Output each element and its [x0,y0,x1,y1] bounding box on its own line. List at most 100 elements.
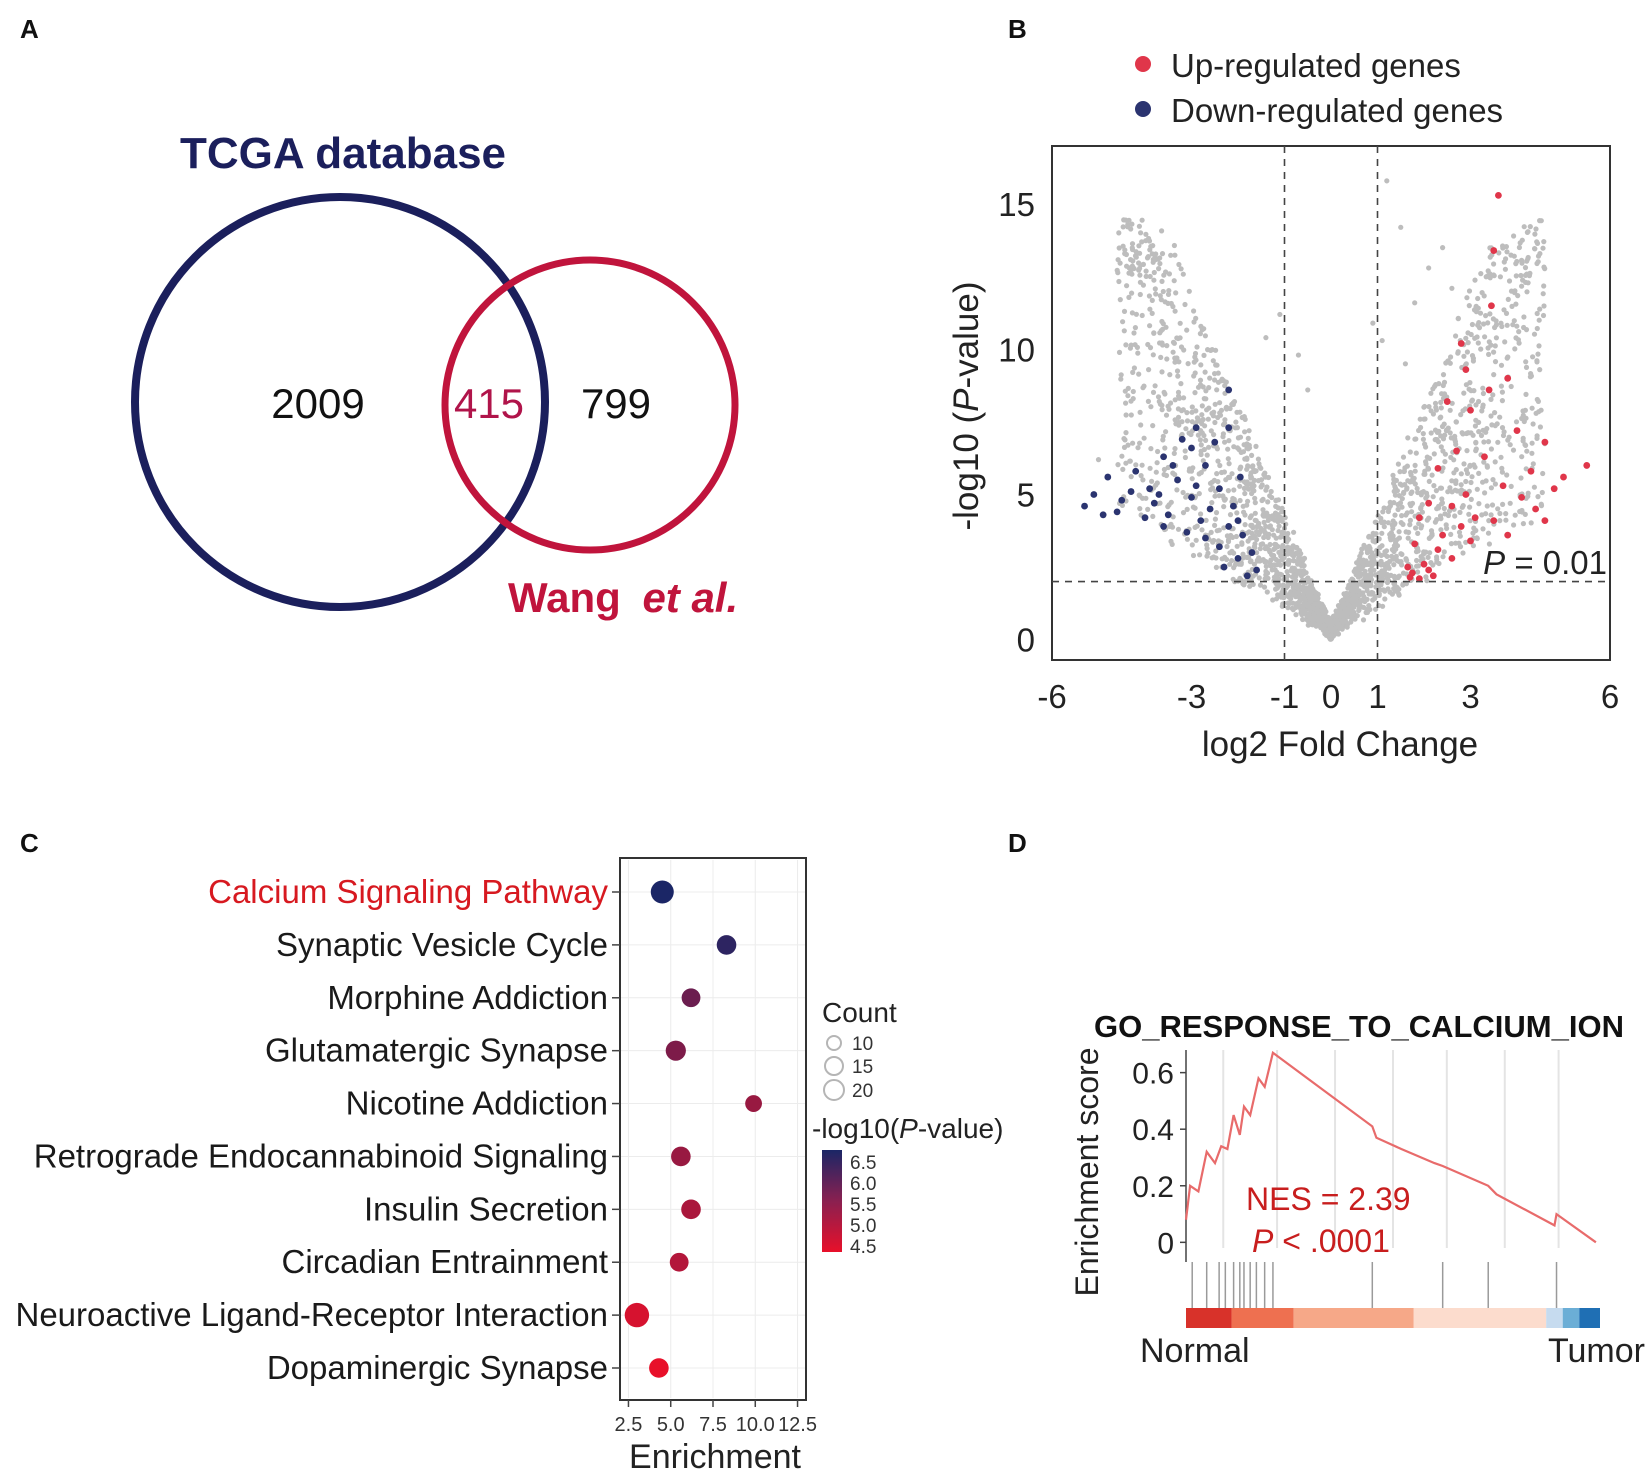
volcano-ns-point [1364,584,1370,590]
volcano-ns-point [1335,610,1341,616]
count-legend-value-20: 20 [852,1081,873,1102]
volcano-ns-point [1195,432,1201,438]
volcano-ns-point [1498,320,1504,326]
volcano-ns-point [1390,536,1396,542]
volcano-ns-point [1225,488,1231,494]
volcano-ns-point [1272,562,1278,568]
volcano-ns-point [1440,382,1446,389]
volcano-ns-point [1114,267,1120,273]
volcano-up-point [1495,191,1502,199]
volcano-ns-point [1294,559,1300,565]
volcano-ns-point [1417,416,1423,422]
volcano-ns-point [1248,513,1254,519]
volcano-ns-point [1244,456,1250,462]
volcano-x-axis-label: log2 Fold Change [1202,725,1478,764]
volcano-ns-point [1541,239,1547,245]
bubble-category-label: Circadian Entrainment [282,1243,609,1280]
volcano-ns-point [1414,557,1420,564]
volcano-ns-point [1289,551,1295,558]
volcano-ns-point [1469,398,1475,404]
volcano-ns-point [1174,487,1180,493]
volcano-ns-point [1523,327,1530,333]
volcano-ns-point [1432,400,1439,406]
volcano-x-tick-label: -3 [1177,678,1206,715]
volcano-ns-point [1178,266,1184,272]
volcano-ns-point [1499,389,1505,395]
volcano-ns-point [1356,607,1362,614]
volcano-ns-point [1143,268,1149,274]
gsea-y-tick-label: 0.6 [1132,1058,1174,1091]
volcano-ns-point [1458,491,1464,497]
volcano-ns-point [1360,617,1367,623]
volcano-ns-point [1208,529,1214,536]
volcano-ns-point [1254,536,1260,543]
bubble-category-label: Dopaminergic Synapse [267,1349,608,1386]
volcano-ns-point [1248,472,1254,479]
volcano-ns-point [1489,502,1496,508]
volcano-ns-point [1493,322,1499,328]
volcano-ns-point [1349,609,1355,616]
volcano-ns-point [1448,541,1454,547]
volcano-ns-point [1156,266,1162,272]
volcano-ns-point [1171,340,1177,346]
volcano-down-point [1169,462,1177,469]
volcano-ns-point [1261,534,1267,541]
volcano-ns-point [1415,563,1422,569]
volcano-ns-point [1387,531,1393,538]
volcano-ns-point [1150,513,1156,520]
volcano-ns-point [1424,517,1430,523]
volcano-ns-point [1397,469,1403,475]
volcano-up-point [1467,406,1474,414]
volcano-ns-point [1339,626,1345,632]
volcano-ns-point [1213,564,1219,571]
volcano-ns-point [1198,442,1204,448]
volcano-ns-point [1254,550,1260,556]
volcano-ns-point [1123,460,1129,466]
volcano-ns-point [1217,462,1223,469]
count-legend-value-15: 15 [852,1057,873,1078]
volcano-ns-point [1285,605,1291,611]
volcano-ns-point [1276,523,1282,529]
gsea-vertical-gridlines [1222,1050,1560,1248]
volcano-ns-point [1518,272,1524,279]
volcano-ns-point [1172,355,1178,361]
volcano-ns-point [1505,354,1511,360]
volcano-ns-point [1458,412,1464,418]
volcano-ns-point [1408,490,1414,496]
volcano-ns-point [1384,178,1390,184]
volcano-ns-point [1118,372,1124,378]
volcano-ns-point [1463,361,1469,367]
volcano-ns-point [1522,265,1529,271]
volcano-ns-point [1519,454,1525,460]
volcano-ns-point [1430,562,1436,568]
volcano-ns-point [1139,239,1145,245]
venn-set-b-label: Wang et al. [508,574,738,621]
volcano-ns-point [1205,416,1211,422]
volcano-down-point [1188,493,1195,501]
volcano-ns-point [1211,432,1217,438]
volcano-ns-point [1264,589,1270,595]
volcano-ns-point [1541,303,1547,309]
gsea-rank-segment [1546,1308,1563,1328]
volcano-ns-point [1285,581,1291,588]
volcano-ns-point [1261,513,1267,519]
volcano-ns-point [1202,333,1208,339]
volcano-ns-point [1284,539,1290,545]
volcano-ns-point [1404,486,1410,492]
volcano-ns-point [1131,365,1137,371]
volcano-ns-point [1478,271,1484,277]
volcano-ns-point [1472,277,1478,283]
volcano-ns-point [1408,469,1414,476]
volcano-down-point [1127,488,1135,495]
volcano-ns-point [1269,552,1275,558]
volcano-ns-point [1209,500,1215,506]
volcano-up-point [1550,485,1558,493]
volcano-ns-point [1434,429,1440,435]
bubble-x-tick-label: 2.5 [615,1414,643,1436]
volcano-ns-point [1241,479,1247,485]
volcano-ns-point [1296,582,1302,588]
volcano-ns-point [1227,474,1233,481]
volcano-ns-point [1525,229,1531,235]
volcano-ns-point [1419,489,1425,496]
volcano-ns-point [1448,531,1454,538]
